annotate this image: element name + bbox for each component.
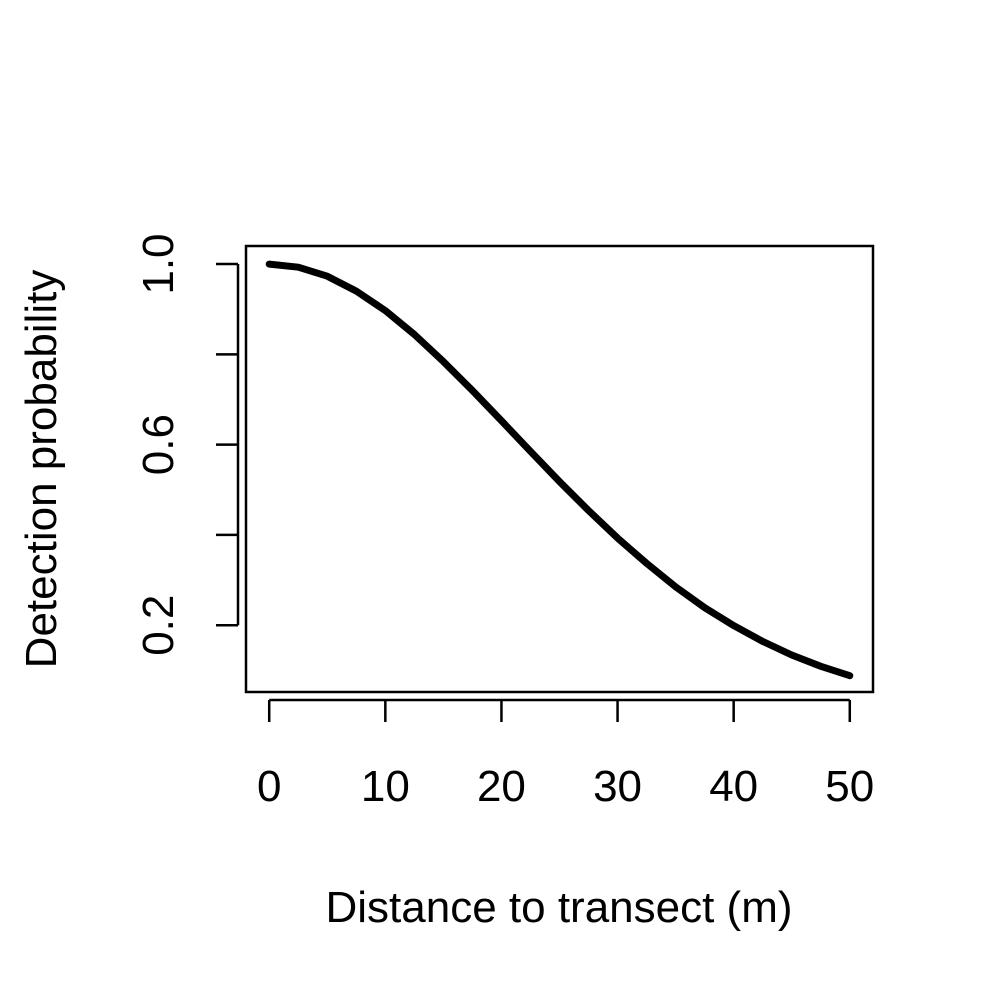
series-line xyxy=(265,260,854,680)
y-tick-label: 1.0 xyxy=(134,233,183,294)
x-tick-label: 50 xyxy=(825,762,874,811)
x-tick-label: 20 xyxy=(477,762,526,811)
y-tick-label: 0.6 xyxy=(134,414,183,475)
y-axis-label: Detection probability xyxy=(17,270,66,669)
x-axis-label: Distance to transect (m) xyxy=(325,883,792,932)
x-tick-label: 10 xyxy=(361,762,410,811)
y-axis: 0.2 0.6 1.0 xyxy=(134,233,240,656)
x-tick-label: 40 xyxy=(709,762,758,811)
y-tick-label: 0.2 xyxy=(134,595,183,656)
plot-frame xyxy=(244,244,875,694)
x-tick-label: 30 xyxy=(593,762,642,811)
x-tick-label: 0 xyxy=(257,762,281,811)
x-axis: 0 10 20 30 40 50 xyxy=(257,698,874,811)
